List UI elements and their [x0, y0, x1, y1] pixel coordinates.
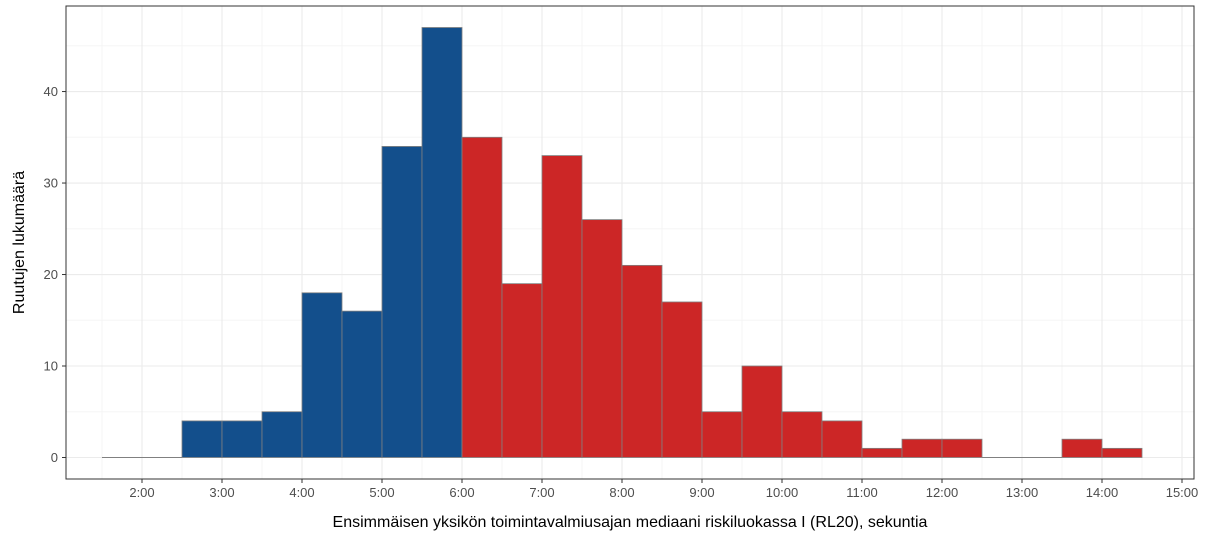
x-axis-title: Ensimmäisen yksikön toimintavalmiusajan … [333, 514, 928, 531]
histogram-bar [861, 447, 903, 458]
plot-panel-border [65, 5, 1195, 480]
x-tick-label: 6:00 [449, 485, 474, 500]
y-axis-title: Ruutujen lukumäärä [11, 171, 28, 314]
histogram-bar [781, 411, 823, 458]
x-tick-label: 10:00 [766, 485, 799, 500]
histogram-bar [381, 146, 423, 458]
x-tick-label: 14:00 [1086, 485, 1119, 500]
histogram-bar [181, 420, 223, 458]
histogram-bar [541, 155, 583, 458]
x-axis: 2:00 3:00 4:00 5:00 6:00 7:00 8:00 9:00 10:00 11:… [129, 479, 1198, 500]
x-tick-label: 11:00 [846, 485, 878, 500]
x-tick-label: 2:00 [129, 485, 154, 500]
histogram-bar [1061, 438, 1103, 458]
x-tick-label: 8:00 [609, 485, 634, 500]
histogram-bar [661, 301, 703, 458]
histogram-bar [221, 420, 263, 458]
y-tick-label: 10 [44, 359, 58, 374]
histogram-bar [941, 438, 983, 458]
x-tick-label: 7:00 [529, 485, 554, 500]
y-tick-label: 0 [51, 450, 58, 465]
x-tick-label: 3:00 [209, 485, 234, 500]
histogram-bar [1101, 447, 1143, 458]
histogram-bar [461, 136, 503, 458]
histogram-bar [621, 264, 663, 458]
y-tick-label: 20 [44, 267, 58, 282]
y-tick-label: 40 [44, 84, 58, 99]
x-tick-label: 12:00 [926, 485, 959, 500]
x-tick-label: 4:00 [289, 485, 314, 500]
x-tick-label: 5:00 [369, 485, 394, 500]
x-tick-label: 15:00 [1166, 485, 1199, 500]
histogram-bars [102, 27, 1143, 458]
histogram-bar [501, 283, 543, 458]
y-tick-label: 30 [44, 176, 58, 191]
histogram-bar [581, 219, 623, 458]
y-axis: 0 10 20 30 40 [44, 84, 66, 465]
histogram-bar [301, 292, 343, 458]
histogram-bar [421, 27, 463, 458]
x-tick-label: 13:00 [1006, 485, 1039, 500]
histogram-bar [821, 420, 863, 458]
x-tick-label: 9:00 [689, 485, 714, 500]
histogram-bar [701, 411, 743, 458]
histogram-bar [261, 411, 303, 458]
histogram-bar [341, 310, 383, 458]
histogram-bar [741, 365, 783, 458]
histogram-bar [901, 438, 943, 458]
